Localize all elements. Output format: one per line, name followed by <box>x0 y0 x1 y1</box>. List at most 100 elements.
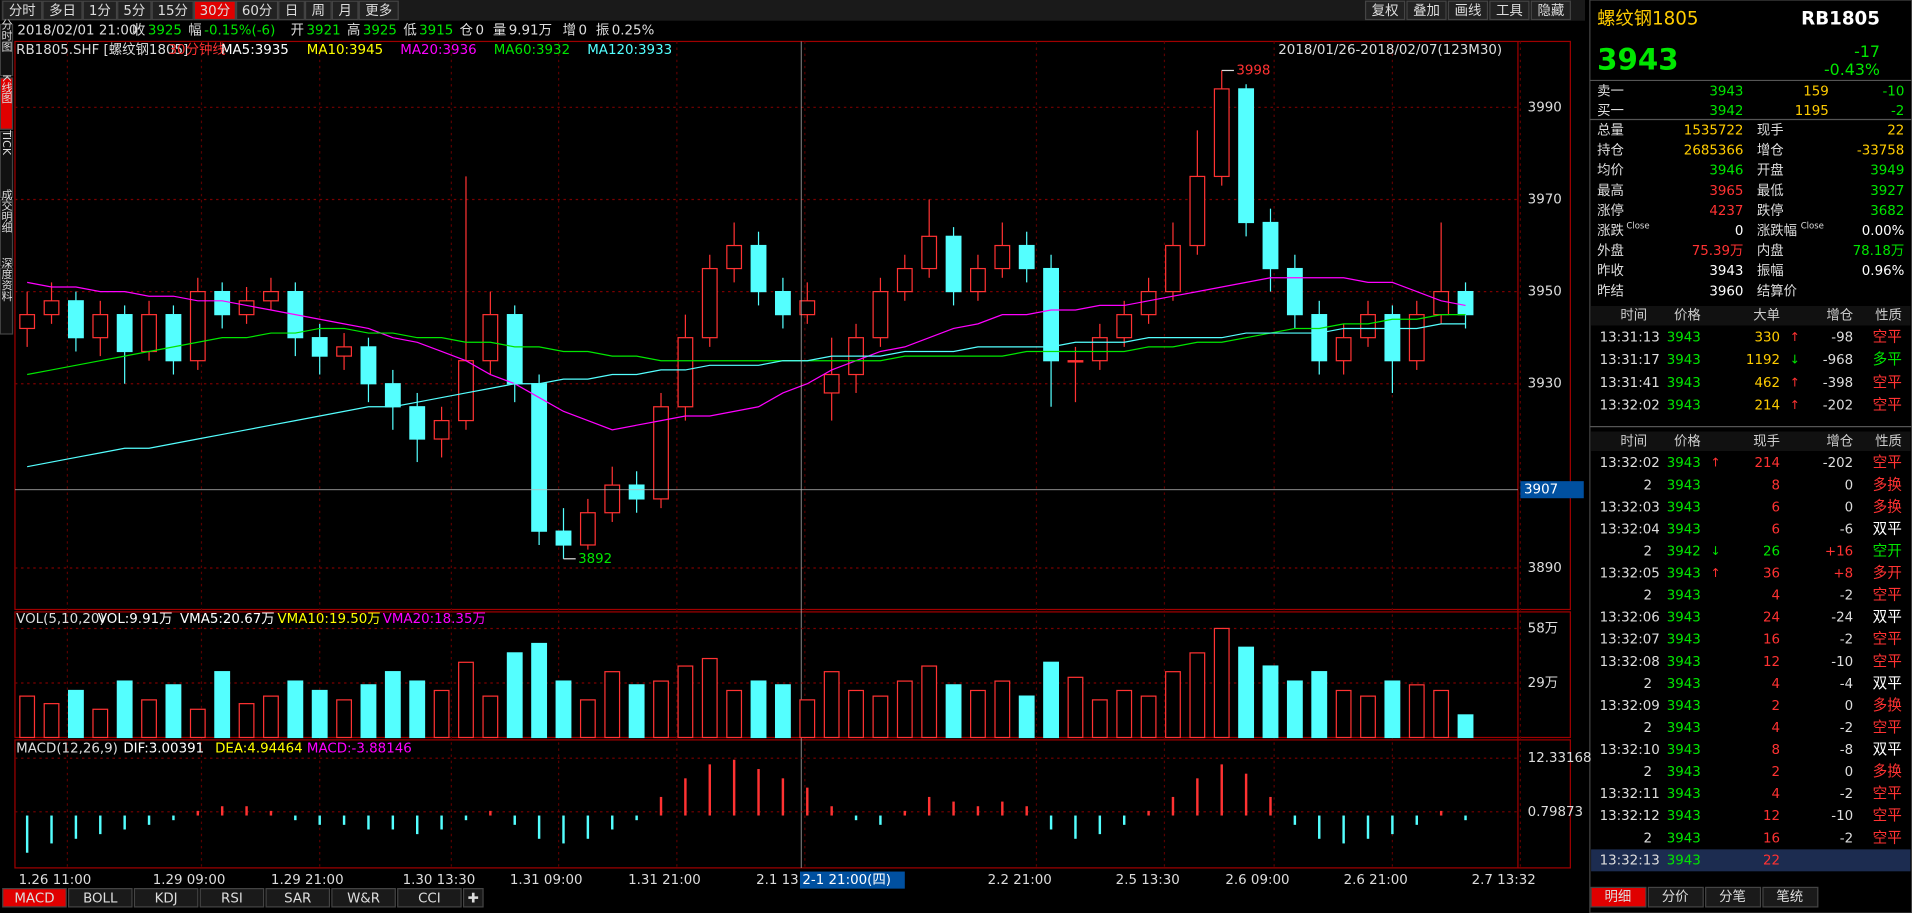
detail-tab-label[interactable]: 笔统 <box>1776 889 1803 905</box>
tool-label[interactable]: 叠加 <box>1413 3 1440 19</box>
period-button[interactable] <box>278 0 305 21</box>
period-button[interactable] <box>235 0 279 21</box>
period-label[interactable]: 更多 <box>365 2 392 19</box>
x-tick-label: 1.29 21:00 <box>271 873 344 888</box>
tool-label[interactable]: 隐藏 <box>1537 3 1564 19</box>
indicator-tab[interactable] <box>67 888 133 908</box>
row-change: -202 <box>1823 398 1853 413</box>
period-label[interactable]: 多日 <box>49 2 76 19</box>
row-price: 3943 <box>1667 743 1701 758</box>
period-label[interactable]: 5分 <box>123 3 145 19</box>
side-tab[interactable] <box>0 199 14 267</box>
side-tab-label[interactable]: K线图 <box>0 74 13 104</box>
indicator-tab-label[interactable]: W&R <box>347 891 380 906</box>
row-change: -24 <box>1831 611 1853 626</box>
period-button[interactable] <box>304 0 332 21</box>
detail-tab[interactable] <box>1705 886 1762 908</box>
period-button[interactable] <box>358 0 399 21</box>
period-button[interactable] <box>2 0 43 21</box>
row-qty: 330 <box>1754 331 1780 346</box>
row-time: 13:32:02 <box>1600 456 1660 471</box>
side-tab[interactable] <box>0 267 14 335</box>
detail-tab-label[interactable]: 分笔 <box>1719 889 1746 905</box>
indicator-tab-label[interactable]: KDJ <box>155 891 178 906</box>
detail-tab-label[interactable]: 分价 <box>1662 889 1689 905</box>
detail-tab[interactable] <box>1590 886 1647 908</box>
side-tab[interactable] <box>0 131 14 199</box>
tool-label[interactable]: 复权 <box>1372 2 1399 19</box>
info-key: 增 <box>563 22 576 38</box>
tool-button[interactable] <box>1489 0 1530 21</box>
detail-tab[interactable] <box>1762 886 1819 908</box>
indicator-tab-label[interactable]: BOLL <box>83 891 118 906</box>
period-button[interactable] <box>151 0 194 21</box>
detail-tab[interactable] <box>1647 886 1704 908</box>
tool-button[interactable] <box>1406 0 1447 21</box>
volume-bar <box>482 695 499 739</box>
period-button[interactable] <box>331 0 359 21</box>
row-type: 空平 <box>1873 807 1902 824</box>
annotation: 3998 <box>1236 63 1270 78</box>
x-tick-label: 2.5 13:30 <box>1116 873 1180 888</box>
candle-body <box>628 484 645 500</box>
detail-tab-label[interactable]: 明细 <box>1605 889 1632 905</box>
tool-button[interactable] <box>1530 0 1571 21</box>
tool-label[interactable]: 画线 <box>1455 3 1482 19</box>
period-label[interactable]: 30分 <box>200 3 230 19</box>
indicator-tab[interactable] <box>133 888 199 908</box>
info-key: 量 <box>493 22 506 38</box>
tool-button[interactable] <box>1447 0 1489 21</box>
info-key: 仓 <box>460 22 473 38</box>
period-label[interactable]: 日 <box>285 4 298 19</box>
period-label[interactable]: 月 <box>338 4 351 19</box>
side-tab-label[interactable]: 成交明细 <box>0 189 13 233</box>
stat-value: 3949 <box>1870 164 1904 179</box>
candle-body <box>1457 290 1474 316</box>
indicator-tab[interactable] <box>199 888 265 908</box>
side-tab-label[interactable]: TICK <box>0 129 13 156</box>
period-label[interactable]: 1分 <box>89 3 111 19</box>
period-button[interactable] <box>82 0 118 21</box>
indicator-tab[interactable] <box>331 888 396 908</box>
indicator-tab-label[interactable]: SAR <box>284 891 311 906</box>
candle-body <box>409 406 426 440</box>
candle-body <box>1335 337 1352 362</box>
x-tick-label: 1.30 13:30 <box>403 873 476 888</box>
row-type: 多换 <box>1873 763 1903 780</box>
period-button[interactable] <box>42 0 83 21</box>
period-label[interactable]: 周 <box>312 4 325 19</box>
candle-body <box>263 290 279 302</box>
side-tab-label[interactable]: 深度资料 <box>0 257 13 302</box>
indicator-tab-label[interactable]: MACD <box>14 891 54 906</box>
indicator-tab[interactable] <box>397 888 462 908</box>
ma-line <box>27 323 1466 468</box>
side-tab-label[interactable]: 分时图 <box>0 19 13 53</box>
info-value: 0.25% <box>612 23 655 38</box>
period-label[interactable]: 15分 <box>157 3 187 19</box>
period-label[interactable]: 分时 <box>9 3 36 19</box>
vol-legend: VOL(5,10,20) <box>16 612 104 627</box>
side-tab[interactable] <box>0 77 14 130</box>
tool-label[interactable]: 工具 <box>1496 4 1523 19</box>
candle-body <box>1018 244 1035 270</box>
indicator-tab-label[interactable]: RSI <box>221 891 243 906</box>
period-button[interactable] <box>117 0 152 21</box>
indicator-tab[interactable] <box>462 888 484 908</box>
candle-body <box>653 406 669 500</box>
indicator-tab[interactable] <box>265 888 331 908</box>
volume-bar <box>1238 646 1255 739</box>
side-tab[interactable] <box>0 23 14 77</box>
row-time: 13:31:17 <box>1600 353 1660 368</box>
indicator-tab-label[interactable]: ✚ <box>468 891 479 906</box>
change: -17 <box>1854 42 1880 61</box>
period-label[interactable]: 60分 <box>242 3 272 19</box>
row-price: 3943 <box>1667 677 1701 692</box>
period-button[interactable] <box>193 0 236 21</box>
indicator-tab-label[interactable]: CCI <box>418 891 441 906</box>
y-tick-label: 3930 <box>1528 377 1562 392</box>
indicator-tab[interactable] <box>2 888 67 908</box>
tool-button[interactable] <box>1364 0 1406 21</box>
crosshair-y-box <box>1520 481 1584 499</box>
info-key: 高 <box>347 21 360 38</box>
